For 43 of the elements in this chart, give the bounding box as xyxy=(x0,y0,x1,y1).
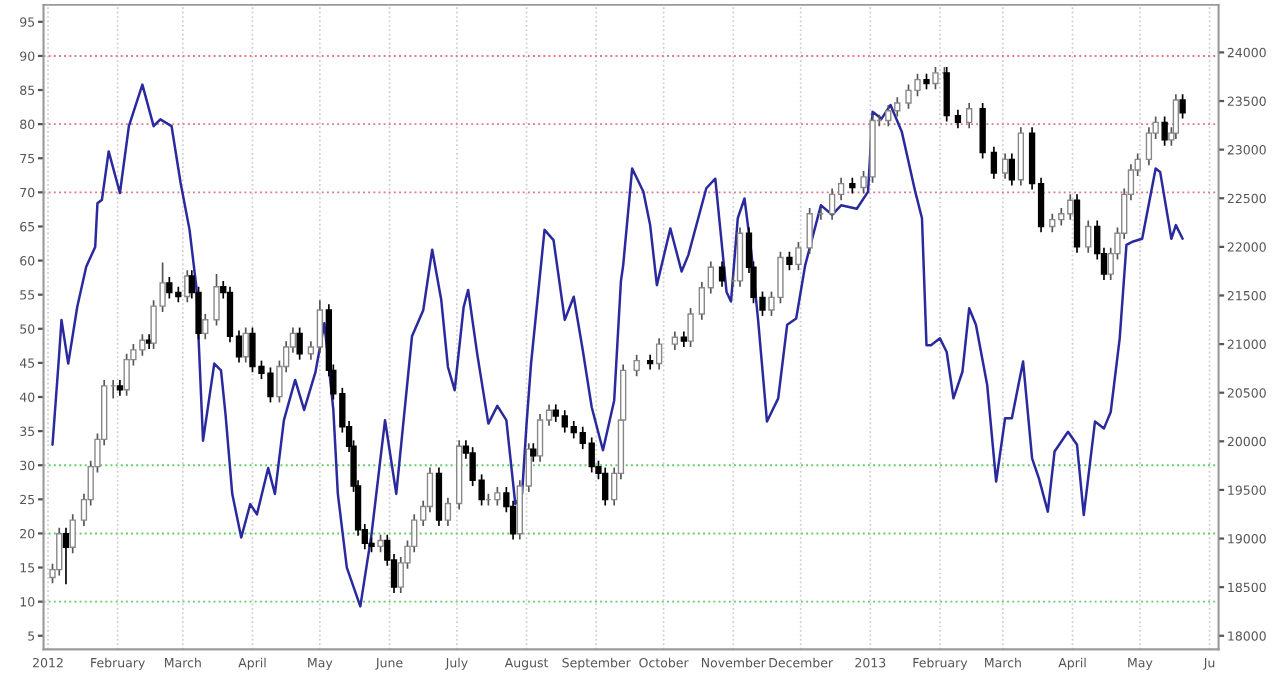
candlestick xyxy=(316,299,324,354)
candlestick xyxy=(213,273,220,327)
candlestick xyxy=(671,330,679,351)
candlestick xyxy=(242,326,249,364)
candlestick xyxy=(633,353,640,378)
candlestick xyxy=(202,313,209,341)
candlestick xyxy=(990,145,998,180)
candlestick xyxy=(56,527,63,577)
candlestick xyxy=(123,352,130,397)
candlestick xyxy=(296,326,303,361)
candlestick xyxy=(786,250,793,272)
candlestick xyxy=(494,486,501,507)
candlestick xyxy=(62,527,70,586)
candlestick xyxy=(828,187,836,221)
candlestick xyxy=(932,66,939,91)
candlestick xyxy=(1161,115,1168,147)
candlestick xyxy=(795,241,802,272)
candlestick xyxy=(966,102,973,130)
candlestick xyxy=(687,307,694,348)
candlestick xyxy=(954,108,962,130)
candlestick xyxy=(1085,219,1092,254)
candlestick xyxy=(1179,93,1186,120)
candlestick xyxy=(1172,93,1180,140)
candlestick xyxy=(979,102,986,160)
candlestick xyxy=(435,466,443,527)
candlestick xyxy=(1001,152,1009,180)
candlestick xyxy=(536,413,544,463)
line-series xyxy=(51,83,1184,608)
candlestick xyxy=(602,466,609,507)
candlestick xyxy=(885,104,892,128)
candlestick xyxy=(1017,126,1025,187)
candlestick xyxy=(718,260,726,288)
candlestick xyxy=(530,442,537,463)
candlestick xyxy=(444,496,452,527)
candlestick xyxy=(588,436,595,474)
candlestick xyxy=(736,226,744,288)
candlestick xyxy=(1073,193,1081,254)
candlestick xyxy=(655,337,663,371)
candlestick xyxy=(166,276,173,300)
candlestick xyxy=(69,513,76,554)
candlestick xyxy=(1008,152,1016,187)
candlestick xyxy=(1049,212,1056,234)
candlestick xyxy=(806,207,813,255)
